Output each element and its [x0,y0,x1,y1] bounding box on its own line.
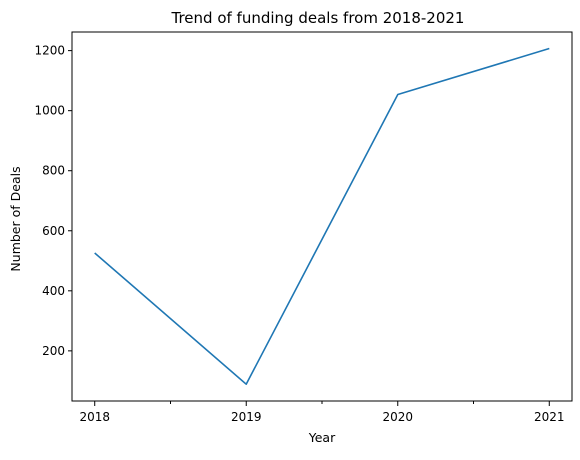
x-tick-label: 2020 [382,410,413,424]
chart-title: Trend of funding deals from 2018-2021 [171,9,465,27]
plot-area: 200 400 600 800 1000 1200 2018 2019 2020 2021 [34,31,573,424]
y-tick-label: 200 [42,344,65,358]
y-tick-label: 1000 [34,104,65,118]
y-axis-label: Number of Deals [8,166,23,271]
x-tick-label: 2018 [79,410,110,424]
y-tick-label: 400 [42,284,65,298]
series-line-0 [94,47,550,386]
y-tick-label: 800 [42,164,65,178]
x-axis-label: Year [308,430,336,445]
y-tick-label: 1200 [34,44,65,58]
plot-frame [71,31,573,402]
y-tick-label: 600 [42,224,65,238]
x-tick-label: 2021 [534,410,565,424]
x-tick-label: 2019 [231,410,262,424]
